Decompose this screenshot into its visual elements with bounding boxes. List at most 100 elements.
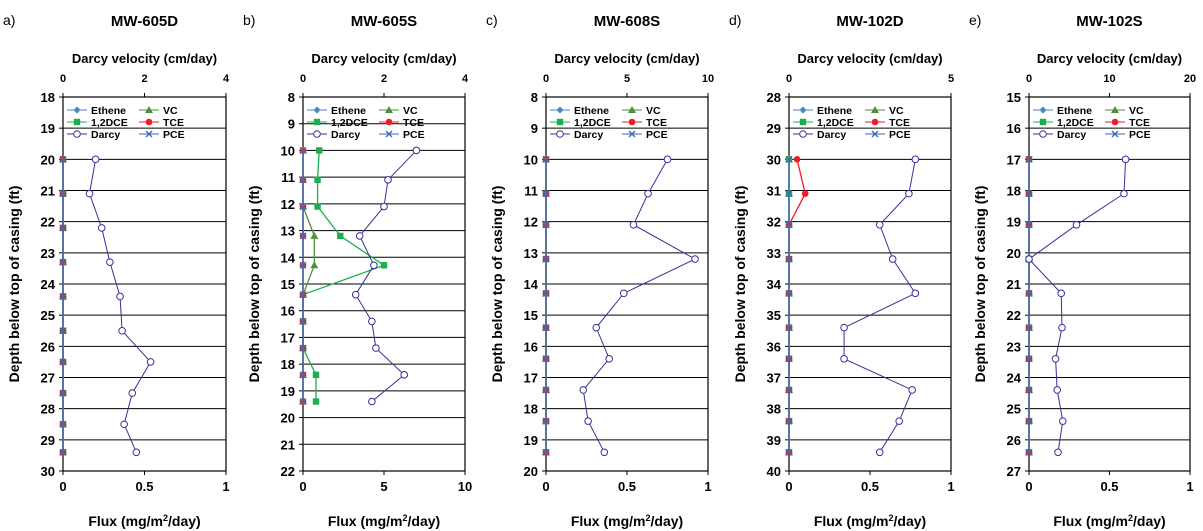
y-tick-label: 10 — [524, 152, 538, 167]
panel-title: MW-102D — [836, 13, 903, 30]
series-line-darcy — [582, 159, 697, 453]
top-tick-label: 2 — [141, 73, 147, 85]
bottom-tick-label: 0 — [542, 479, 549, 494]
top-tick-label: 0 — [300, 73, 306, 85]
y-tick-label: 29 — [767, 121, 781, 136]
top-tick-label: 0 — [543, 73, 549, 85]
point-pce — [542, 255, 550, 263]
y-tick-label: 19 — [41, 121, 55, 136]
point-pce — [1025, 417, 1033, 425]
point-darcy — [97, 224, 106, 232]
point-darcy — [400, 371, 409, 379]
legend-label-tce: TCE — [163, 117, 184, 129]
y-tick-label: 24 — [1007, 371, 1022, 386]
y-tick-label: 17 — [1007, 152, 1021, 167]
legend-label-1-2dce: 1,2DCE — [1057, 117, 1094, 129]
point-pce — [59, 190, 67, 198]
y-tick-label: 11 — [524, 184, 538, 199]
legend-label-1-2dce: 1,2DCE — [574, 117, 611, 129]
legend-marker-1-2dce — [313, 118, 321, 126]
point-darcy — [1057, 289, 1065, 298]
point-pce — [1025, 386, 1033, 394]
top-tick-label: 5 — [948, 73, 954, 85]
legend-marker-1-2dce — [556, 118, 564, 126]
legend-label-ethene: Ethene — [817, 105, 852, 117]
point-vc — [310, 261, 319, 269]
legend-label-ethene: Ethene — [331, 105, 366, 117]
point-pce — [299, 232, 307, 240]
point-darcy — [888, 255, 897, 263]
panel-label: d) — [729, 12, 741, 28]
point-pce — [1025, 221, 1033, 229]
y-tick-label: 18 — [524, 402, 538, 417]
panel-mw-605s: b) MW-605S Darcy velocity (cm/day) 0 2 4 8 9 10 1… — [243, 12, 472, 529]
legend-marker-1-2dce — [799, 118, 807, 126]
bottom-axis-label: Flux (mg/m2/day) — [88, 513, 200, 529]
y-tick-label: 9 — [531, 121, 538, 136]
y-tick-label: 36 — [767, 339, 781, 354]
legend-marker-ethene — [73, 106, 81, 114]
point-darcy — [372, 344, 380, 352]
y-tick-label: 24 — [41, 277, 56, 292]
legend-marker-vc — [1111, 106, 1119, 113]
y-tick-label: 32 — [767, 215, 781, 230]
point-darcy — [116, 292, 124, 301]
legend-marker-tce — [1111, 118, 1119, 126]
point-pce — [542, 386, 550, 394]
point-pce — [1025, 289, 1033, 297]
point-darcy — [905, 189, 913, 198]
point-pce — [299, 146, 307, 154]
point-darcy — [368, 397, 376, 406]
y-tick-label: 28 — [41, 402, 55, 417]
y-axis-label: Depth below top of casing (ft) — [732, 186, 748, 383]
y-tick-label: 30 — [41, 464, 55, 479]
point-darcy — [908, 386, 916, 394]
legend-label-vc: VC — [646, 105, 661, 117]
point-pce — [542, 355, 550, 363]
point-darcy — [355, 232, 364, 240]
bottom-tick-label: 10 — [458, 479, 472, 494]
panel-title: MW-102S — [1076, 13, 1142, 30]
legend-label-1-2dce: 1,2DCE — [817, 117, 854, 129]
point-pce — [785, 355, 793, 363]
point-darcy — [351, 290, 360, 299]
point-1-2dce — [380, 262, 388, 269]
point-pce — [59, 358, 67, 366]
legend-marker-pce — [145, 130, 153, 138]
point-pce — [1025, 355, 1033, 363]
point-pce — [299, 344, 307, 352]
point-pce — [785, 386, 793, 394]
top-tick-label: 0 — [786, 73, 792, 85]
y-tick-label: 26 — [41, 339, 55, 354]
y-tick-label: 37 — [767, 371, 781, 386]
point-pce — [299, 398, 307, 406]
top-axis-label: Darcy velocity (cm/day) — [554, 51, 699, 66]
legend-label-darcy: Darcy — [331, 129, 360, 141]
legend-marker-tce — [145, 118, 153, 126]
point-pce — [785, 324, 793, 332]
bottom-tick-label: 0.5 — [135, 479, 153, 494]
point-darcy — [85, 189, 94, 198]
point-1-2dce — [312, 398, 320, 405]
legend-marker-vc — [145, 106, 153, 113]
point-1-2dce — [312, 371, 320, 379]
legend-marker-tce — [385, 118, 393, 126]
y-tick-label: 23 — [1007, 339, 1021, 354]
y-tick-label: 10 — [281, 143, 295, 158]
legend-marker-vc — [628, 106, 636, 113]
legend-marker-ethene — [1039, 106, 1047, 114]
point-pce — [59, 448, 67, 456]
legend-label-darcy: Darcy — [91, 129, 120, 141]
y-tick-label: 31 — [767, 184, 781, 199]
y-tick-label: 39 — [767, 433, 781, 448]
legend-label-pce: PCE — [889, 129, 911, 141]
legend-label-ethene: Ethene — [574, 105, 609, 117]
point-pce — [59, 327, 67, 335]
y-tick-label: 16 — [1007, 121, 1021, 136]
point-pce — [785, 221, 793, 229]
y-tick-label: 14 — [281, 250, 296, 265]
point-darcy — [584, 417, 592, 425]
legend-marker-tce — [871, 118, 879, 126]
legend-marker-ethene — [556, 106, 564, 114]
